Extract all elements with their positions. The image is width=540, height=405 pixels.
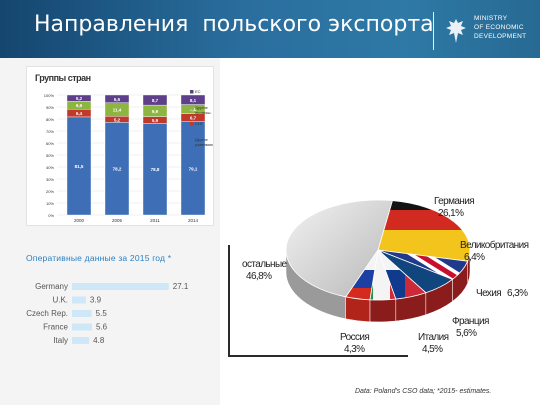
data-label: 78,2 — [113, 167, 122, 172]
ministry-logo-text: MINISTRY OF ECONOMIC DEVELOPMENT — [474, 14, 526, 41]
data-label: 11,4 — [113, 107, 122, 112]
category-label: Italy — [53, 336, 68, 345]
hbar — [72, 323, 92, 331]
bar-segment — [66, 116, 92, 216]
value-label: 3.9 — [90, 296, 102, 305]
slice-name: Франция — [452, 316, 489, 327]
hbar — [72, 283, 169, 290]
bar-segment — [180, 121, 206, 216]
ministry-line: DEVELOPMENT — [474, 33, 527, 40]
data-label: 9,9 — [152, 109, 159, 114]
category-label: Czech Rep. — [26, 309, 68, 318]
eagle-emblem-icon — [446, 19, 466, 43]
chart-title: Группы стран — [35, 73, 91, 83]
slice-value: 4,3% — [344, 344, 365, 355]
value-label: 4.8 — [93, 336, 105, 345]
pie-frame-bottom — [228, 355, 408, 357]
pie-frame-left — [228, 245, 230, 355]
ministry-line: MINISTRY — [474, 15, 508, 22]
y-tick-label: 60% — [46, 141, 54, 146]
value-label: 5.5 — [96, 309, 108, 318]
data-label: 6,5 — [114, 97, 121, 102]
y-tick-label: 0% — [48, 213, 54, 218]
y-tick-label: 80% — [46, 117, 54, 122]
pie-slice-side — [345, 296, 371, 323]
y-tick-label: 10% — [46, 201, 54, 206]
legend-swatch — [190, 138, 194, 142]
legend-label: Другие — [195, 105, 209, 110]
header-divider — [433, 12, 434, 50]
slice-value: 5,6% — [456, 328, 477, 339]
legend-label: Другие — [195, 137, 209, 142]
ministry-line: OF ECONOMIC — [474, 24, 524, 31]
x-tick-label: 2005 — [112, 218, 123, 223]
data-label: 6,6 — [76, 103, 83, 108]
legend-swatch — [190, 106, 194, 110]
slice-value: 46,8% — [246, 271, 272, 282]
page-title: Направления польского экспорта — [34, 12, 434, 37]
y-tick-label: 100% — [44, 93, 55, 98]
data-label: 5,2 — [76, 96, 83, 101]
y-tick-label: 20% — [46, 189, 54, 194]
pie-slice-side — [369, 298, 397, 323]
value-label: 27.1 — [173, 282, 189, 291]
legend-label: развивающиеся — [195, 142, 213, 147]
data-label: 6,7 — [190, 116, 197, 121]
legend-swatch — [190, 90, 194, 94]
data-label: 78,8 — [151, 167, 160, 172]
value-label: 5.6 — [96, 323, 108, 332]
hbar — [72, 296, 86, 304]
category-label: France — [43, 323, 68, 332]
data-label: 6,4 — [76, 111, 83, 116]
source-note: Data: Poland's CSO data; *2015- estimate… — [355, 388, 492, 395]
bar-segment — [180, 94, 206, 105]
data-label: 81,5 — [75, 164, 84, 169]
data-label: 79,1 — [189, 166, 198, 171]
slice-name: остальные — [242, 259, 288, 270]
x-tick-label: 2011 — [150, 218, 160, 223]
slice-name: Россия — [340, 332, 369, 343]
slice-value: 4,5% — [422, 344, 443, 355]
stacked-bar-chart: 0% 10% 20% 30% 40% 50% 60% 70% 80% 90% 100% 81,5 6,4… — [44, 89, 225, 223]
data-label: 5,9 — [152, 118, 159, 123]
category-label: U.K. — [52, 296, 68, 305]
slice-value: 26,1% — [438, 208, 464, 219]
data-label: 8,7 — [152, 98, 159, 103]
operational-data-label: Оперативные данные за 2015 год * — [26, 253, 172, 263]
country-groups-chart: Группы стран 0% 10% 20% 30% 40% 50% 60% 70% 80% 9… — [26, 66, 225, 226]
hbar — [72, 310, 92, 317]
y-tick-label: 30% — [46, 177, 54, 182]
slice-value: 6,3% — [507, 288, 528, 299]
pie-slice — [377, 200, 471, 262]
bar-segment — [104, 94, 130, 103]
y-tick-label: 40% — [46, 165, 54, 170]
bar-segment — [104, 122, 130, 216]
header-banner: Направления польского экспорта MINISTRY … — [0, 0, 540, 58]
y-tick-label: 90% — [46, 105, 54, 110]
legend-label: СНГ — [195, 121, 204, 126]
bar-segment — [142, 94, 168, 106]
data-label: 7,8 — [190, 107, 197, 112]
y-tick-label: 50% — [46, 153, 54, 158]
bar-segment — [66, 94, 92, 102]
horizontal-bar-chart: Germany 27.1 U.K. 3.9 Czech Rep. 5.5 France 5.6… — [26, 282, 189, 345]
slice-name: Германия — [434, 196, 474, 207]
x-tick-label: 2000 — [74, 218, 85, 223]
legend-label: промыш. — [195, 110, 212, 115]
hbar — [72, 337, 90, 344]
y-tick-label: 70% — [46, 129, 54, 134]
data-label: 5,2 — [114, 117, 121, 122]
slice-value: 6,4% — [464, 252, 485, 263]
slice-name: Италия — [418, 332, 449, 343]
category-label: Germany — [35, 282, 68, 291]
slice-name: Чехия — [476, 288, 501, 299]
bar-segment — [142, 123, 168, 216]
legend-label: ЕС — [195, 89, 201, 94]
pie-slice — [285, 199, 393, 298]
slice-name: Великобритания — [460, 239, 529, 251]
legend-swatch — [190, 122, 194, 126]
data-label: 8,1 — [190, 98, 197, 103]
x-tick-label: 2014 — [188, 218, 199, 223]
